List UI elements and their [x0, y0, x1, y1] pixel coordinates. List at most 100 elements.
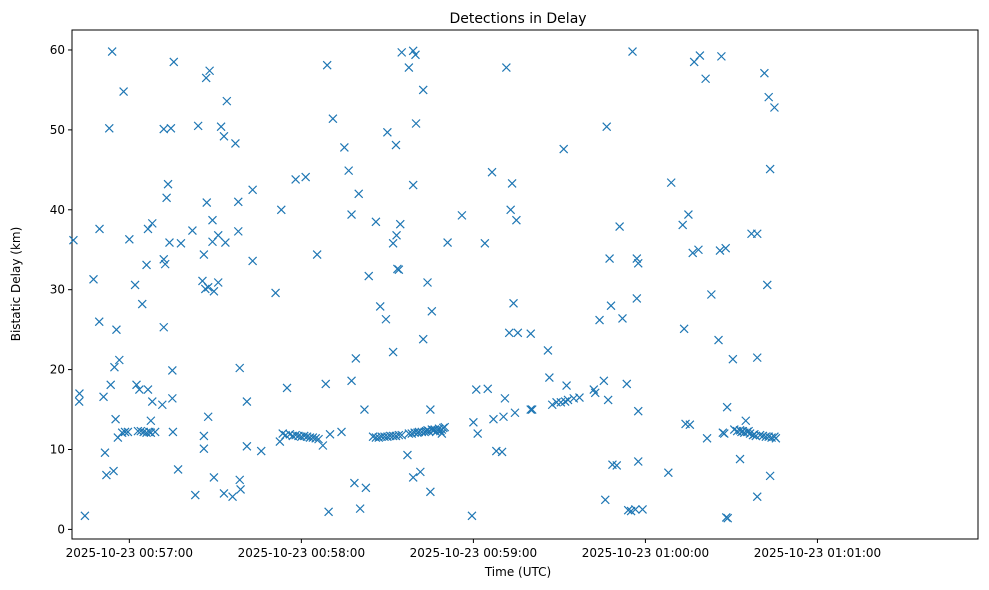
data-point — [344, 166, 354, 176]
data-point — [220, 238, 230, 247]
x-tick-label: 2025-10-23 01:01:00 — [754, 546, 881, 560]
data-point — [199, 444, 209, 454]
data-point — [351, 353, 361, 363]
y-tick-label: 30 — [50, 283, 65, 297]
data-point — [415, 467, 425, 477]
data-point — [143, 385, 153, 395]
data-point — [100, 448, 110, 458]
data-point — [114, 355, 124, 365]
data-point — [150, 427, 160, 437]
y-tick-label: 0 — [57, 522, 65, 536]
data-point — [169, 57, 179, 67]
data-point — [397, 47, 407, 57]
data-point — [423, 278, 432, 287]
data-point — [173, 465, 183, 474]
data-point — [618, 314, 627, 323]
data-point — [602, 122, 612, 132]
data-point — [394, 265, 404, 275]
data-point — [764, 92, 774, 102]
data-point — [471, 385, 481, 395]
data-point — [233, 226, 243, 236]
data-point — [282, 383, 292, 393]
data-point — [489, 414, 498, 424]
data-point — [504, 328, 514, 338]
y-tick-label: 20 — [50, 363, 65, 377]
data-point — [679, 324, 689, 334]
data-point — [112, 325, 121, 335]
data-point — [683, 210, 693, 220]
data-point — [242, 397, 252, 406]
data-point — [278, 429, 288, 438]
data-point — [701, 74, 711, 84]
data-point — [487, 167, 497, 177]
data-point — [511, 215, 521, 225]
data-point — [216, 122, 226, 132]
data-point — [187, 226, 197, 235]
data-point — [544, 373, 554, 383]
data-point — [248, 256, 258, 266]
data-point — [633, 258, 643, 268]
data-point — [752, 353, 762, 363]
data-point — [199, 250, 209, 259]
data-point — [501, 63, 511, 72]
data-point — [547, 400, 557, 410]
data-point — [99, 392, 108, 402]
data-point — [770, 103, 779, 112]
data-point — [199, 431, 209, 441]
data-point — [167, 365, 177, 375]
data-point — [256, 446, 266, 456]
data-point — [752, 492, 762, 502]
data-point — [388, 238, 398, 248]
data-point — [418, 85, 428, 95]
data-point — [167, 393, 177, 403]
data-point — [347, 376, 356, 386]
data-point — [404, 63, 414, 72]
data-point — [666, 178, 676, 188]
data-point — [622, 379, 632, 389]
data-point — [361, 483, 371, 493]
data-point — [408, 473, 418, 482]
data-point — [562, 381, 571, 391]
data-point — [605, 254, 615, 263]
data-point — [706, 290, 716, 299]
data-point — [715, 246, 725, 255]
x-tick-label: 2025-10-23 00:58:00 — [238, 546, 365, 560]
data-point — [392, 230, 401, 240]
data-point — [355, 504, 365, 514]
data-point — [595, 315, 604, 325]
data-point — [612, 461, 622, 470]
data-point — [104, 123, 114, 133]
data-point — [209, 473, 219, 482]
data-point — [752, 229, 762, 239]
y-axis-label: Bistatic Delay (km) — [9, 227, 23, 342]
data-point — [440, 422, 450, 432]
data-point — [159, 322, 169, 332]
y-tick-label: 60 — [50, 43, 65, 57]
data-point — [94, 317, 104, 327]
data-point — [111, 414, 121, 424]
data-point — [337, 427, 346, 437]
data-point — [311, 433, 321, 443]
data-point — [201, 73, 211, 83]
data-point — [146, 416, 156, 426]
data-point — [397, 430, 407, 440]
data-point — [213, 230, 223, 240]
data-point — [741, 416, 751, 426]
data-point — [322, 60, 332, 70]
data-point — [124, 234, 134, 244]
data-point — [69, 235, 78, 245]
data-point — [678, 220, 688, 230]
data-point — [765, 471, 775, 481]
data-point — [391, 140, 401, 150]
data-point — [606, 301, 616, 311]
data-point — [759, 68, 769, 78]
data-point — [382, 127, 392, 137]
data-point — [499, 412, 508, 422]
data-point — [159, 124, 169, 134]
data-point — [633, 406, 643, 416]
data-points — [69, 46, 781, 523]
data-point — [110, 362, 119, 372]
data-point — [543, 345, 553, 355]
data-point — [765, 164, 775, 174]
